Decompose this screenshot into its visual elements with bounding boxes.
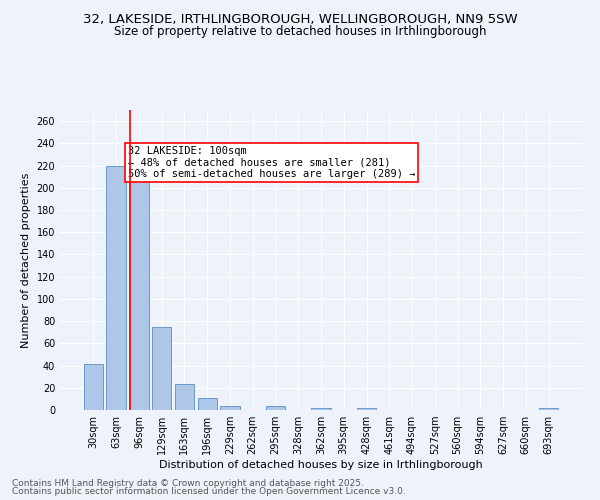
Bar bbox=[197, 398, 217, 410]
Text: Size of property relative to detached houses in Irthlingborough: Size of property relative to detached ho… bbox=[114, 25, 486, 38]
Bar bbox=[266, 406, 285, 410]
Bar bbox=[129, 154, 149, 410]
Text: Contains public sector information licensed under the Open Government Licence v3: Contains public sector information licen… bbox=[12, 487, 406, 496]
Text: 32 LAKESIDE: 100sqm
← 48% of detached houses are smaller (281)
50% of semi-detac: 32 LAKESIDE: 100sqm ← 48% of detached ho… bbox=[128, 146, 415, 179]
Text: Contains HM Land Registry data © Crown copyright and database right 2025.: Contains HM Land Registry data © Crown c… bbox=[12, 478, 364, 488]
X-axis label: Distribution of detached houses by size in Irthlingborough: Distribution of detached houses by size … bbox=[159, 460, 483, 470]
Bar bbox=[84, 364, 103, 410]
Y-axis label: Number of detached properties: Number of detached properties bbox=[21, 172, 31, 348]
Bar bbox=[152, 326, 172, 410]
Text: 32, LAKESIDE, IRTHLINGBOROUGH, WELLINGBOROUGH, NN9 5SW: 32, LAKESIDE, IRTHLINGBOROUGH, WELLINGBO… bbox=[83, 12, 517, 26]
Bar bbox=[106, 166, 126, 410]
Bar bbox=[175, 384, 194, 410]
Bar bbox=[539, 408, 558, 410]
Bar bbox=[357, 408, 376, 410]
Bar bbox=[220, 406, 239, 410]
Bar bbox=[311, 408, 331, 410]
